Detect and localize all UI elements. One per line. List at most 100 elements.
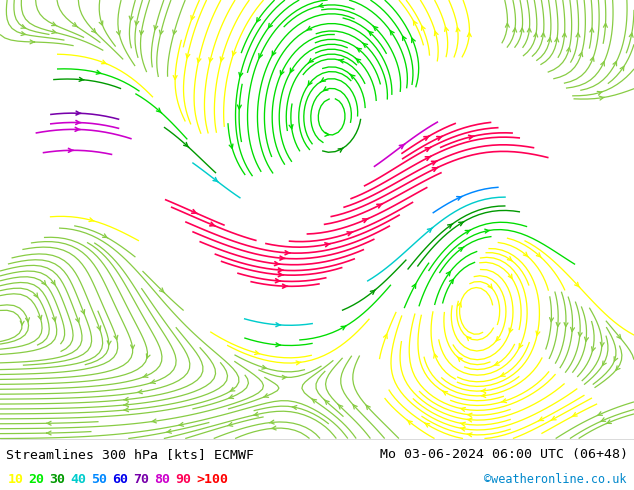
FancyArrowPatch shape: [131, 345, 134, 349]
FancyArrowPatch shape: [276, 343, 281, 347]
FancyArrowPatch shape: [485, 229, 489, 233]
FancyArrowPatch shape: [355, 58, 361, 63]
FancyArrowPatch shape: [20, 321, 24, 325]
FancyArrowPatch shape: [324, 399, 329, 404]
FancyArrowPatch shape: [257, 18, 261, 22]
FancyArrowPatch shape: [259, 53, 262, 58]
FancyArrowPatch shape: [46, 421, 51, 425]
FancyArrowPatch shape: [72, 23, 78, 27]
FancyArrowPatch shape: [407, 420, 412, 425]
FancyArrowPatch shape: [519, 343, 523, 348]
FancyArrowPatch shape: [173, 75, 177, 79]
FancyArrowPatch shape: [508, 274, 512, 278]
FancyArrowPatch shape: [271, 426, 276, 430]
FancyArrowPatch shape: [172, 30, 176, 34]
FancyArrowPatch shape: [21, 24, 26, 28]
FancyArrowPatch shape: [579, 52, 583, 57]
FancyArrowPatch shape: [424, 423, 430, 427]
FancyArrowPatch shape: [99, 21, 103, 25]
FancyArrowPatch shape: [154, 25, 158, 30]
FancyArrowPatch shape: [76, 121, 81, 124]
FancyArrowPatch shape: [184, 143, 189, 147]
FancyArrowPatch shape: [269, 420, 275, 424]
FancyArrowPatch shape: [505, 24, 509, 27]
FancyArrowPatch shape: [107, 341, 111, 345]
FancyArrowPatch shape: [403, 36, 406, 41]
FancyArrowPatch shape: [276, 323, 281, 327]
FancyArrowPatch shape: [114, 335, 118, 340]
FancyArrowPatch shape: [536, 253, 541, 258]
FancyArrowPatch shape: [341, 325, 346, 330]
FancyArrowPatch shape: [191, 210, 197, 214]
FancyArrowPatch shape: [79, 77, 84, 81]
FancyArrowPatch shape: [606, 420, 611, 424]
FancyArrowPatch shape: [574, 282, 579, 288]
FancyArrowPatch shape: [467, 418, 472, 422]
FancyArrowPatch shape: [30, 40, 35, 44]
FancyArrowPatch shape: [338, 147, 344, 152]
FancyArrowPatch shape: [53, 317, 56, 321]
FancyArrowPatch shape: [296, 361, 301, 365]
FancyArrowPatch shape: [138, 390, 142, 393]
FancyArrowPatch shape: [576, 33, 580, 37]
FancyArrowPatch shape: [457, 356, 462, 362]
FancyArrowPatch shape: [191, 16, 195, 20]
FancyArrowPatch shape: [237, 105, 242, 109]
FancyArrowPatch shape: [456, 196, 462, 200]
FancyArrowPatch shape: [272, 51, 276, 55]
FancyArrowPatch shape: [124, 397, 129, 401]
Text: 80: 80: [154, 473, 170, 486]
FancyArrowPatch shape: [456, 27, 460, 32]
FancyArrowPatch shape: [527, 28, 531, 32]
FancyArrowPatch shape: [481, 393, 486, 397]
Text: 20: 20: [29, 473, 44, 486]
FancyArrowPatch shape: [363, 219, 368, 222]
FancyArrowPatch shape: [262, 366, 267, 369]
FancyArrowPatch shape: [320, 78, 325, 82]
FancyArrowPatch shape: [220, 57, 224, 61]
FancyArrowPatch shape: [230, 144, 233, 148]
FancyArrowPatch shape: [571, 327, 574, 331]
FancyArrowPatch shape: [97, 326, 101, 330]
FancyArrowPatch shape: [424, 136, 430, 140]
FancyArrowPatch shape: [548, 38, 552, 42]
FancyArrowPatch shape: [263, 394, 269, 397]
FancyArrowPatch shape: [469, 135, 474, 139]
FancyArrowPatch shape: [411, 38, 415, 43]
FancyArrowPatch shape: [46, 431, 51, 435]
FancyArrowPatch shape: [34, 293, 37, 297]
FancyArrowPatch shape: [460, 408, 465, 411]
FancyArrowPatch shape: [285, 251, 290, 255]
FancyArrowPatch shape: [384, 334, 387, 339]
FancyArrowPatch shape: [443, 391, 448, 395]
FancyArrowPatch shape: [467, 33, 471, 37]
FancyArrowPatch shape: [578, 332, 582, 337]
FancyArrowPatch shape: [450, 279, 453, 284]
FancyArrowPatch shape: [278, 268, 283, 272]
FancyArrowPatch shape: [460, 422, 465, 426]
FancyArrowPatch shape: [280, 71, 284, 75]
FancyArrowPatch shape: [282, 375, 287, 379]
FancyArrowPatch shape: [592, 347, 595, 351]
FancyArrowPatch shape: [496, 337, 500, 341]
Text: >100: >100: [196, 473, 228, 486]
FancyArrowPatch shape: [350, 74, 355, 79]
FancyArrowPatch shape: [308, 81, 312, 85]
FancyArrowPatch shape: [96, 71, 101, 74]
FancyArrowPatch shape: [555, 38, 559, 42]
FancyArrowPatch shape: [308, 58, 313, 63]
FancyArrowPatch shape: [213, 177, 219, 182]
Text: 40: 40: [70, 473, 86, 486]
FancyArrowPatch shape: [239, 73, 243, 77]
FancyArrowPatch shape: [280, 256, 285, 260]
FancyArrowPatch shape: [197, 58, 201, 62]
FancyArrowPatch shape: [399, 144, 405, 148]
FancyArrowPatch shape: [139, 30, 143, 35]
FancyArrowPatch shape: [325, 243, 330, 246]
Text: ©weatheronline.co.uk: ©weatheronline.co.uk: [484, 473, 626, 486]
FancyArrowPatch shape: [567, 48, 571, 52]
FancyArrowPatch shape: [101, 60, 107, 64]
FancyArrowPatch shape: [232, 51, 236, 55]
FancyArrowPatch shape: [91, 28, 96, 33]
FancyArrowPatch shape: [167, 429, 171, 433]
